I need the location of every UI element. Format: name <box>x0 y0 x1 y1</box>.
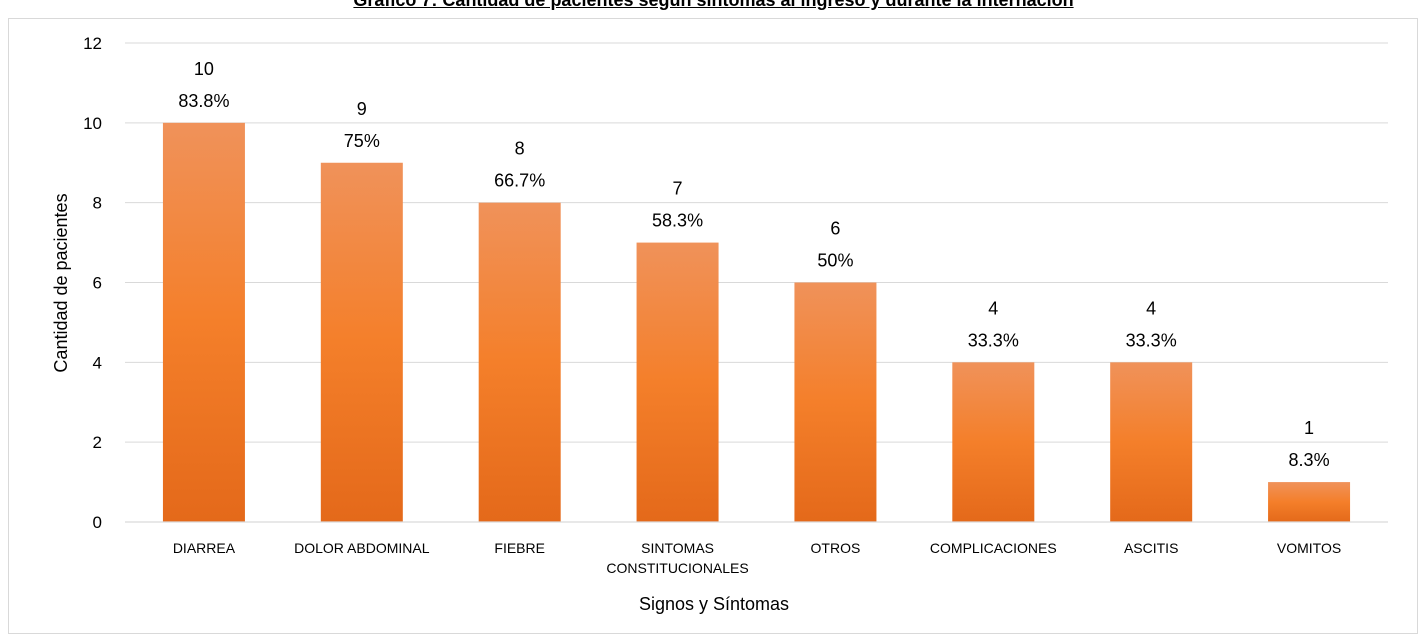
data-label-value: 10 <box>194 59 214 79</box>
x-tick-label: VOMITOS <box>1277 540 1341 556</box>
bar <box>1268 482 1351 522</box>
data-label-percent: 50% <box>817 251 853 271</box>
x-tick-label: DIARREA <box>173 540 236 556</box>
y-tick-label: 6 <box>93 274 102 293</box>
y-tick-label: 0 <box>93 513 102 532</box>
axes: 0 2 4 6 8 10 12 DIARREA DOLOR ABDOMINAL FIEBRE SIN… <box>51 34 1388 614</box>
data-label-percent: 33.3% <box>968 330 1019 350</box>
y-tick-label: 8 <box>93 194 102 213</box>
bar <box>636 242 719 523</box>
x-tick-label: COMPLICACIONES <box>930 540 1057 556</box>
y-tick-label: 10 <box>83 114 102 133</box>
bar <box>478 202 561 522</box>
bar <box>794 282 877 522</box>
y-tick-label: 2 <box>93 433 102 452</box>
data-label-percent: 75% <box>344 131 380 151</box>
bars <box>162 122 1351 523</box>
data-label-value: 1 <box>1304 418 1314 438</box>
y-axis-title: Cantidad de pacientes <box>51 193 71 372</box>
data-label-percent: 58.3% <box>652 211 703 231</box>
x-tick-label: CONSTITUCIONALES <box>606 560 748 576</box>
data-label-percent: 8.3% <box>1289 450 1330 470</box>
data-label-percent: 33.3% <box>1126 330 1177 350</box>
y-tick-label: 12 <box>83 34 102 53</box>
gridlines <box>125 42 1388 523</box>
x-tick-label: DOLOR ABDOMINAL <box>294 540 430 556</box>
data-label-value: 4 <box>988 298 998 318</box>
data-labels: 10 83.8% 9 75% 8 66.7% 7 58.3% 6 50% 4 33.3% 4 33.3% 1… <box>178 59 1329 470</box>
x-axis-title: Signos y Síntomas <box>639 594 789 614</box>
data-label-value: 4 <box>1146 298 1156 318</box>
data-label-value: 6 <box>830 219 840 239</box>
bar <box>1110 362 1193 522</box>
x-tick-label: ASCITIS <box>1124 540 1178 556</box>
x-tick-label: SINTOMAS <box>641 540 714 556</box>
chart-title: Grafico 7: Cantidad de pacientes según s… <box>353 0 1074 10</box>
y-tick-label: 4 <box>93 353 102 372</box>
data-label-value: 7 <box>673 179 683 199</box>
x-tick-label: FIEBRE <box>494 540 545 556</box>
data-label-value: 8 <box>515 139 525 159</box>
bar <box>162 122 245 522</box>
data-label-percent: 83.8% <box>178 91 229 111</box>
data-label-value: 9 <box>357 99 367 119</box>
chart-frame <box>8 18 1418 634</box>
x-tick-label: OTROS <box>811 540 861 556</box>
bar <box>320 162 403 522</box>
bar <box>952 362 1035 522</box>
data-label-percent: 66.7% <box>494 171 545 191</box>
